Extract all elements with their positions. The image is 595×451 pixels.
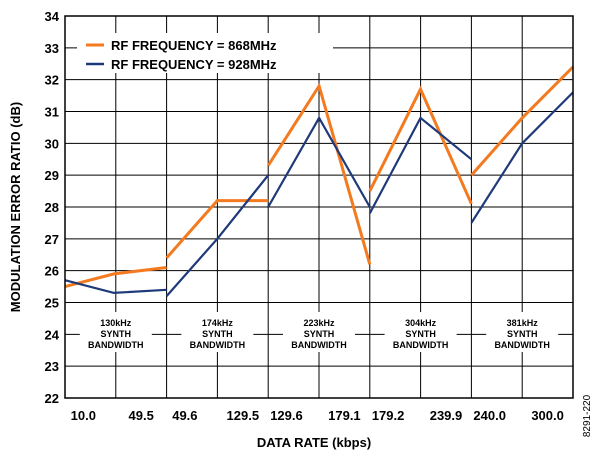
series-line-928 [165, 174, 270, 297]
legend-label-928: RF FREQUENCY = 928MHz [111, 57, 277, 72]
band-label-box [79, 312, 152, 352]
y-tick-label: 29 [45, 168, 59, 183]
band-label-line: BANDWIDTH [494, 340, 550, 350]
series-line-868 [368, 85, 473, 205]
legend-box [77, 33, 333, 73]
x-axis-title: DATA RATE (kbps) [257, 435, 371, 450]
series-line-868 [470, 65, 575, 177]
y-tick-label: 24 [45, 327, 60, 342]
band-label-line: 304kHz [405, 318, 437, 328]
figure-id: 8291-220 [582, 394, 593, 437]
y-tick-label: 22 [45, 391, 59, 406]
y-tick-labels: 22 23 24 25 26 27 28 29 30 31 32 33 34 [45, 9, 60, 406]
band-label-line: SYNTH [101, 329, 132, 339]
x-tick-label: 49.5 [129, 408, 154, 423]
series-line-868 [266, 82, 372, 265]
x-tick-label: 129.6 [270, 408, 303, 423]
y-tick-label: 33 [45, 41, 59, 56]
x-tick-label: 129.5 [227, 408, 260, 423]
y-tick-label: 23 [45, 359, 59, 374]
band-label-line: BANDWIDTH [88, 340, 144, 350]
y-tick-label: 26 [45, 264, 59, 279]
plot-frame [64, 15, 574, 399]
series-line-928 [64, 279, 167, 295]
x-tick-label: 10.0 [71, 408, 96, 423]
x-tick-label: 179.2 [372, 408, 405, 423]
band-label-line: SYNTH [507, 329, 538, 339]
band-label-line: 174kHz [202, 318, 234, 328]
x-tick-labels: 10.0 49.5 49.6 129.5 129.6 179.1 179.2 239.9 240… [71, 408, 564, 423]
band-label-box [181, 312, 254, 352]
band-label-line: SYNTH [304, 329, 335, 339]
y-tick-label: 34 [45, 9, 60, 24]
legend-label-868: RF FREQUENCY = 868MHz [111, 38, 277, 53]
band-label-line: BANDWIDTH [393, 340, 449, 350]
band-label-box [384, 312, 457, 352]
band-label-line: BANDWIDTH [291, 340, 347, 350]
y-tick-label: 32 [45, 73, 59, 88]
y-tick-label: 27 [45, 232, 59, 247]
y-tick-label: 31 [45, 105, 59, 120]
y-tick-label: 28 [45, 200, 59, 215]
series-lines [64, 65, 575, 297]
series-line-928 [267, 115, 371, 208]
x-tick-label: 239.9 [430, 408, 463, 423]
band-label-line: 130kHz [100, 318, 132, 328]
band-label-box [283, 312, 355, 352]
y-tick-label: 30 [45, 136, 59, 151]
y-tick-label: 25 [45, 296, 59, 311]
series-line-868 [165, 199, 269, 259]
band-labels: 130kHzSYNTHBANDWIDTH174kHzSYNTHBANDWIDTH… [79, 312, 559, 352]
series-line-928 [470, 91, 574, 224]
band-label-line: 381kHz [507, 318, 539, 328]
x-tick-label: 300.0 [531, 408, 564, 423]
band-label-line: BANDWIDTH [190, 340, 246, 350]
series-line-868 [64, 266, 167, 289]
legend: RF FREQUENCY = 868MHz RF FREQUENCY = 928… [77, 33, 333, 73]
x-tick-label: 240.0 [473, 408, 506, 423]
x-tick-label: 49.6 [172, 408, 197, 423]
band-label-line: SYNTH [405, 329, 436, 339]
x-tick-label: 179.1 [328, 408, 361, 423]
band-label-box [486, 312, 559, 352]
band-label-line: SYNTH [202, 329, 233, 339]
y-axis-title: MODULATION ERROR RATIO (dB) [8, 102, 23, 312]
series-line-928 [368, 116, 473, 214]
band-label-line: 223kHz [303, 318, 335, 328]
